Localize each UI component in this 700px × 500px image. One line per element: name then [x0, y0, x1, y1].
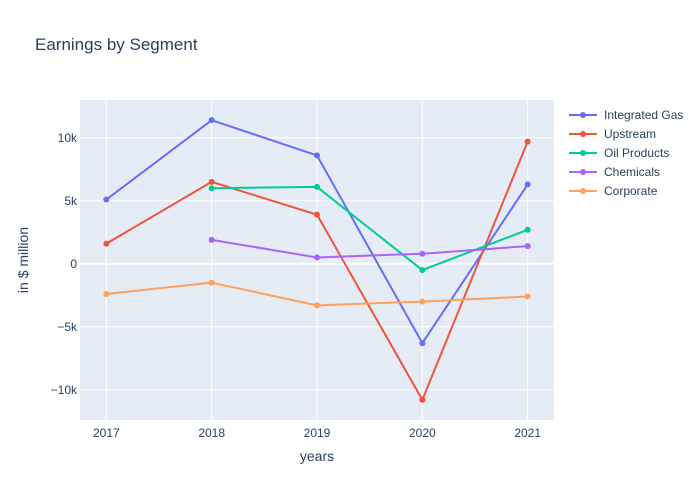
y-tick-label: 5k — [64, 194, 78, 208]
data-point — [419, 340, 426, 347]
chart-title: Earnings by Segment — [35, 35, 198, 54]
data-point — [524, 226, 531, 233]
y-axis-title: in $ million — [15, 227, 31, 293]
legend-marker — [580, 112, 586, 118]
legend-item[interactable]: Upstream — [569, 127, 656, 141]
legend-label: Corporate — [604, 184, 658, 198]
series-integrated-gas — [103, 117, 531, 347]
data-point — [524, 243, 531, 250]
x-tick-label: 2021 — [514, 426, 541, 440]
data-point — [524, 181, 531, 188]
data-point — [314, 152, 320, 159]
data-point — [208, 178, 215, 185]
x-axis-ticks: 2017 2018 2019 2020 2021 — [93, 426, 541, 440]
x-tick-label: 2017 — [93, 426, 120, 440]
data-point — [103, 291, 110, 298]
data-point — [208, 236, 215, 243]
y-axis-ticks: −10k −5k 0 5k 10k — [51, 131, 78, 397]
legend-label: Upstream — [604, 127, 656, 141]
data-point — [314, 254, 320, 261]
data-point — [419, 250, 426, 257]
series-line — [211, 238, 528, 259]
data-point — [524, 293, 531, 300]
x-tick-label: 2020 — [409, 426, 436, 440]
y-tick-label: 10k — [58, 131, 78, 145]
data-point — [208, 117, 215, 124]
series-corporate — [103, 279, 531, 309]
y-tick-label: 0 — [70, 257, 77, 271]
data-point — [208, 185, 215, 192]
legend-label: Oil Products — [604, 146, 669, 160]
legend-marker — [580, 188, 586, 194]
x-tick-label: 2019 — [304, 426, 331, 440]
data-point — [103, 240, 110, 247]
legend-item[interactable]: Oil Products — [569, 146, 669, 160]
legend-label: Integrated Gas — [604, 108, 683, 122]
data-point — [524, 138, 531, 145]
data-point — [208, 279, 215, 286]
series-upstream — [103, 138, 531, 403]
y-tick-label: −10k — [51, 383, 78, 397]
data-point — [419, 396, 426, 403]
y-tick-label: −5k — [57, 320, 78, 334]
data-point — [314, 183, 320, 190]
data-point — [314, 302, 320, 309]
legend[interactable]: Integrated Gas Upstream Oil Products Chemic… — [569, 108, 683, 198]
legend-marker — [580, 150, 586, 156]
x-tick-label: 2018 — [198, 426, 225, 440]
data-point — [314, 211, 320, 218]
legend-marker — [580, 131, 586, 137]
series-layer — [103, 117, 531, 403]
legend-item[interactable]: Integrated Gas — [569, 108, 683, 122]
legend-label: Chemicals — [604, 165, 660, 179]
x-axis-title: years — [300, 448, 334, 464]
legend-item[interactable]: Chemicals — [569, 165, 660, 179]
data-point — [419, 267, 426, 274]
data-point — [103, 196, 110, 203]
legend-item[interactable]: Corporate — [569, 184, 658, 198]
legend-marker — [580, 169, 586, 175]
data-point — [419, 298, 426, 305]
series-chemicals — [208, 236, 531, 261]
